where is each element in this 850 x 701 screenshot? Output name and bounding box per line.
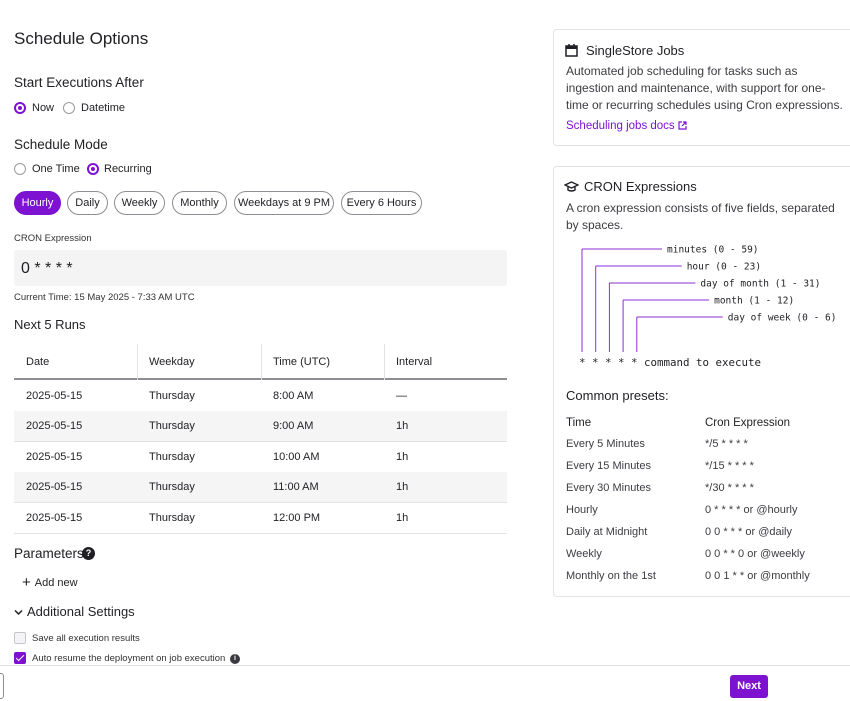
table-cell: 2025-05-15 bbox=[26, 391, 82, 402]
table-cell: Thursday bbox=[149, 482, 195, 493]
panel-title: CRON Expressions bbox=[584, 180, 697, 193]
table-row bbox=[14, 442, 507, 473]
radio-label[interactable]: One Time bbox=[32, 164, 80, 175]
add-label: Add new bbox=[35, 577, 78, 589]
table-cell: — bbox=[396, 391, 407, 402]
column-divider bbox=[384, 344, 385, 380]
table-row bbox=[14, 472, 507, 503]
table-cell: Thursday bbox=[149, 421, 195, 432]
radio[interactable] bbox=[14, 163, 26, 175]
radio[interactable] bbox=[14, 102, 26, 114]
table-cell: 8:00 AM bbox=[273, 391, 313, 402]
preset-button[interactable]: Daily bbox=[67, 191, 108, 215]
preset-button[interactable]: Weekdays at 9 PM bbox=[234, 191, 334, 215]
footer-divider bbox=[0, 665, 850, 666]
table-cell: Thursday bbox=[149, 391, 195, 402]
preset-button[interactable]: Every 6 Hours bbox=[341, 191, 422, 215]
table-cell: 2025-05-15 bbox=[26, 421, 82, 432]
preset-cell: Every 5 Minutes bbox=[566, 439, 645, 450]
panel-text: Automated job scheduling for tasks such … bbox=[566, 63, 846, 114]
link-text: Scheduling jobs docs bbox=[566, 120, 675, 132]
table-cell: 2025-05-15 bbox=[26, 513, 82, 524]
table-cell: 1h bbox=[396, 513, 408, 524]
checkbox-label[interactable]: Auto resume the deployment on job execut… bbox=[32, 654, 225, 664]
preset-cell: */30 * * * * bbox=[705, 483, 754, 494]
page-title: Schedule Options bbox=[14, 30, 148, 47]
info-icon: i bbox=[230, 654, 240, 664]
checkbox[interactable] bbox=[14, 632, 26, 644]
preset-cell: Every 30 Minutes bbox=[566, 483, 651, 494]
radio-label[interactable]: Recurring bbox=[104, 164, 152, 175]
section-heading[interactable]: Additional Settings bbox=[27, 605, 135, 618]
calendar-icon bbox=[565, 44, 578, 57]
next-button[interactable]: Next bbox=[730, 675, 768, 698]
panel-text: A cron expression consists of five field… bbox=[566, 200, 846, 234]
preset-cell: 0 0 * * 0 or @weekly bbox=[705, 549, 805, 560]
current-time: Current Time: 15 May 2025 - 7:33 AM UTC bbox=[14, 293, 195, 303]
checkbox[interactable] bbox=[14, 652, 26, 664]
column-header: Time bbox=[566, 418, 591, 430]
help-icon[interactable]: ? bbox=[82, 547, 95, 560]
presets-heading: Common presets: bbox=[566, 389, 669, 402]
table-cell: 10:00 AM bbox=[273, 452, 319, 463]
preset-cell: */5 * * * * bbox=[705, 439, 748, 450]
section-heading: Schedule Mode bbox=[14, 138, 108, 152]
radio[interactable] bbox=[87, 163, 99, 175]
section-heading: Next 5 Runs bbox=[14, 318, 86, 331]
column-divider bbox=[261, 344, 262, 380]
external-icon bbox=[678, 121, 687, 130]
table-cell: 11:00 AM bbox=[273, 482, 319, 493]
preset-cell: Every 15 Minutes bbox=[566, 461, 651, 472]
table-cell: 1h bbox=[396, 421, 408, 432]
radio[interactable] bbox=[63, 102, 75, 114]
add-parameter[interactable]: +Add new bbox=[22, 574, 78, 589]
checkbox-label[interactable]: Save all execution results bbox=[32, 634, 140, 644]
table-cell: 2025-05-15 bbox=[26, 452, 82, 463]
preset-button[interactable]: Weekly bbox=[114, 191, 165, 215]
table-cell: 9:00 AM bbox=[273, 421, 313, 432]
table-cell: Thursday bbox=[149, 452, 195, 463]
preset-cell: 0 * * * * or @hourly bbox=[705, 505, 798, 516]
table-cell: 12:00 PM bbox=[273, 513, 320, 524]
table-cell: 2025-05-15 bbox=[26, 482, 82, 493]
cron-value: 0 * * * * bbox=[21, 261, 73, 277]
table-cell: Thursday bbox=[149, 513, 195, 524]
column-header: Weekday bbox=[149, 357, 195, 368]
section-heading: Start Executions After bbox=[14, 76, 144, 90]
preset-cell: Daily at Midnight bbox=[566, 527, 647, 538]
cron-input[interactable] bbox=[14, 250, 507, 286]
preset-cell: 0 0 1 * * or @monthly bbox=[705, 571, 810, 582]
table-cell: 1h bbox=[396, 452, 408, 463]
preset-cell: Weekly bbox=[566, 549, 602, 560]
preset-cell: 0 0 * * * or @daily bbox=[705, 527, 792, 538]
field-label: CRON Expression bbox=[14, 234, 92, 244]
cap-icon bbox=[564, 180, 579, 193]
radio-label[interactable]: Datetime bbox=[81, 103, 125, 114]
radio-label[interactable]: Now bbox=[32, 103, 54, 114]
table-row bbox=[14, 381, 507, 412]
column-header: Cron Expression bbox=[705, 418, 790, 430]
table-row bbox=[14, 411, 507, 442]
column-header: Interval bbox=[396, 357, 432, 368]
panel-title: SingleStore Jobs bbox=[586, 44, 684, 57]
table-cell: 1h bbox=[396, 482, 408, 493]
preset-cell: */15 * * * * bbox=[705, 461, 754, 472]
column-header: Date bbox=[26, 357, 49, 368]
preset-cell: Hourly bbox=[566, 505, 598, 516]
preset-button[interactable]: Monthly bbox=[172, 191, 227, 215]
table-row bbox=[14, 503, 507, 534]
column-divider bbox=[137, 344, 138, 380]
back-button[interactable] bbox=[0, 673, 4, 699]
chevron[interactable] bbox=[13, 607, 24, 618]
section-heading: Parameters bbox=[14, 547, 84, 561]
preset-cell: Monthly on the 1st bbox=[566, 571, 656, 582]
column-header: Time (UTC) bbox=[273, 357, 330, 368]
docs-link[interactable]: Scheduling jobs docs bbox=[566, 121, 687, 133]
preset-button[interactable]: Hourly bbox=[14, 191, 61, 215]
